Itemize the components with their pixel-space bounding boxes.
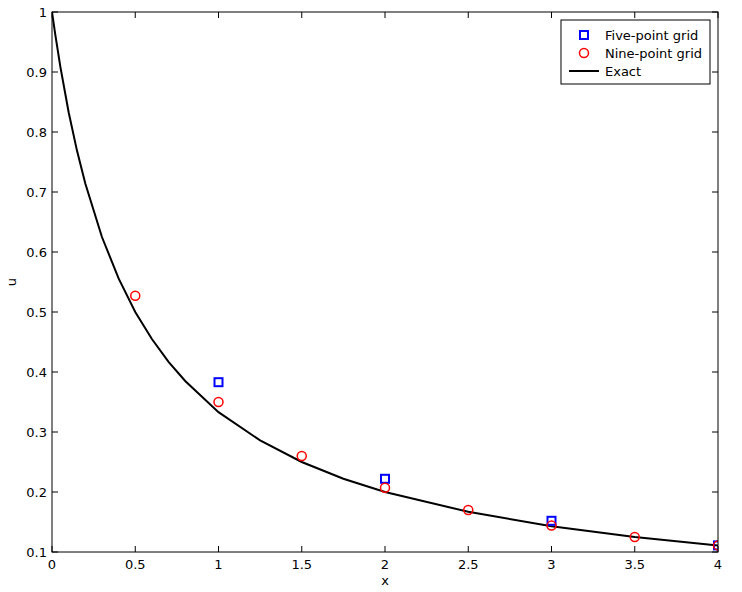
x-tick bbox=[218, 12, 219, 18]
y-tick bbox=[52, 72, 58, 73]
legend-swatch bbox=[579, 49, 588, 58]
data-point bbox=[381, 483, 390, 492]
x-tick-label: 4 bbox=[714, 557, 722, 572]
data-point bbox=[214, 398, 223, 407]
y-tick bbox=[52, 132, 58, 133]
data-point bbox=[714, 541, 719, 550]
x-tick bbox=[551, 546, 552, 552]
x-tick-label: 0 bbox=[48, 557, 56, 572]
legend-swatch bbox=[580, 31, 588, 39]
y-tick bbox=[52, 492, 58, 493]
x-tick bbox=[218, 546, 219, 552]
legend: Five-point grid Nine-point grid Exact bbox=[561, 20, 710, 84]
data-point bbox=[714, 541, 718, 549]
x-tick bbox=[468, 12, 469, 18]
legend-swatch bbox=[569, 70, 599, 72]
y-axis-title: u bbox=[4, 278, 19, 286]
y-tick bbox=[712, 372, 718, 373]
y-tick-label: 0.7 bbox=[26, 185, 47, 200]
x-tick bbox=[634, 546, 635, 552]
y-tick-label: 0.3 bbox=[26, 425, 47, 440]
legend-label: Nine-point grid bbox=[605, 46, 702, 61]
y-tick-label: 0.4 bbox=[26, 365, 47, 380]
y-tick bbox=[712, 252, 718, 253]
plot-area bbox=[52, 12, 718, 550]
data-point bbox=[297, 452, 306, 461]
y-tick bbox=[712, 312, 718, 313]
data-point bbox=[630, 533, 639, 542]
x-tick bbox=[301, 12, 302, 18]
x-tick bbox=[135, 12, 136, 18]
y-tick bbox=[712, 132, 718, 133]
y-tick-label: 0.5 bbox=[26, 305, 47, 320]
y-tick bbox=[712, 72, 718, 73]
y-tick-label: 0.6 bbox=[26, 245, 47, 260]
x-tick-label: 3 bbox=[547, 557, 555, 572]
data-point bbox=[547, 521, 556, 530]
y-tick-label: 0.2 bbox=[26, 485, 47, 500]
x-tick-label: 2 bbox=[381, 557, 389, 572]
x-tick bbox=[385, 546, 386, 552]
data-point bbox=[381, 475, 389, 483]
legend-label: Exact bbox=[605, 64, 641, 79]
x-tick-label: 2.5 bbox=[458, 557, 479, 572]
legend-box bbox=[561, 20, 710, 84]
y-tick-label: 0.9 bbox=[26, 65, 47, 80]
x-axis-title: x bbox=[381, 573, 389, 588]
x-tick-label: 1 bbox=[214, 557, 222, 572]
plot-frame bbox=[52, 12, 718, 552]
y-tick bbox=[712, 432, 718, 433]
y-tick bbox=[52, 192, 58, 193]
y-tick-label: 1 bbox=[39, 5, 47, 20]
y-tick bbox=[52, 432, 58, 433]
x-tick-label: 1.5 bbox=[291, 557, 312, 572]
x-tick bbox=[135, 546, 136, 552]
legend-label: Five-point grid bbox=[605, 28, 698, 43]
x-tick bbox=[551, 12, 552, 18]
y-tick bbox=[52, 252, 58, 253]
x-tick bbox=[385, 12, 386, 18]
y-tick bbox=[712, 192, 718, 193]
y-tick bbox=[52, 372, 58, 373]
data-point bbox=[464, 506, 473, 515]
y-tick-label: 0.1 bbox=[26, 545, 47, 560]
background bbox=[0, 0, 742, 592]
x-tick-label: 3.5 bbox=[624, 557, 645, 572]
x-tick bbox=[468, 546, 469, 552]
y-tick bbox=[712, 492, 718, 493]
data-point bbox=[131, 291, 140, 300]
y-tick-label: 0.8 bbox=[26, 125, 47, 140]
exact-line bbox=[52, 12, 718, 545]
x-tick bbox=[301, 546, 302, 552]
y-tick bbox=[52, 312, 58, 313]
x-tick bbox=[634, 12, 635, 18]
data-point bbox=[215, 378, 223, 386]
x-tick-label: 0.5 bbox=[125, 557, 146, 572]
